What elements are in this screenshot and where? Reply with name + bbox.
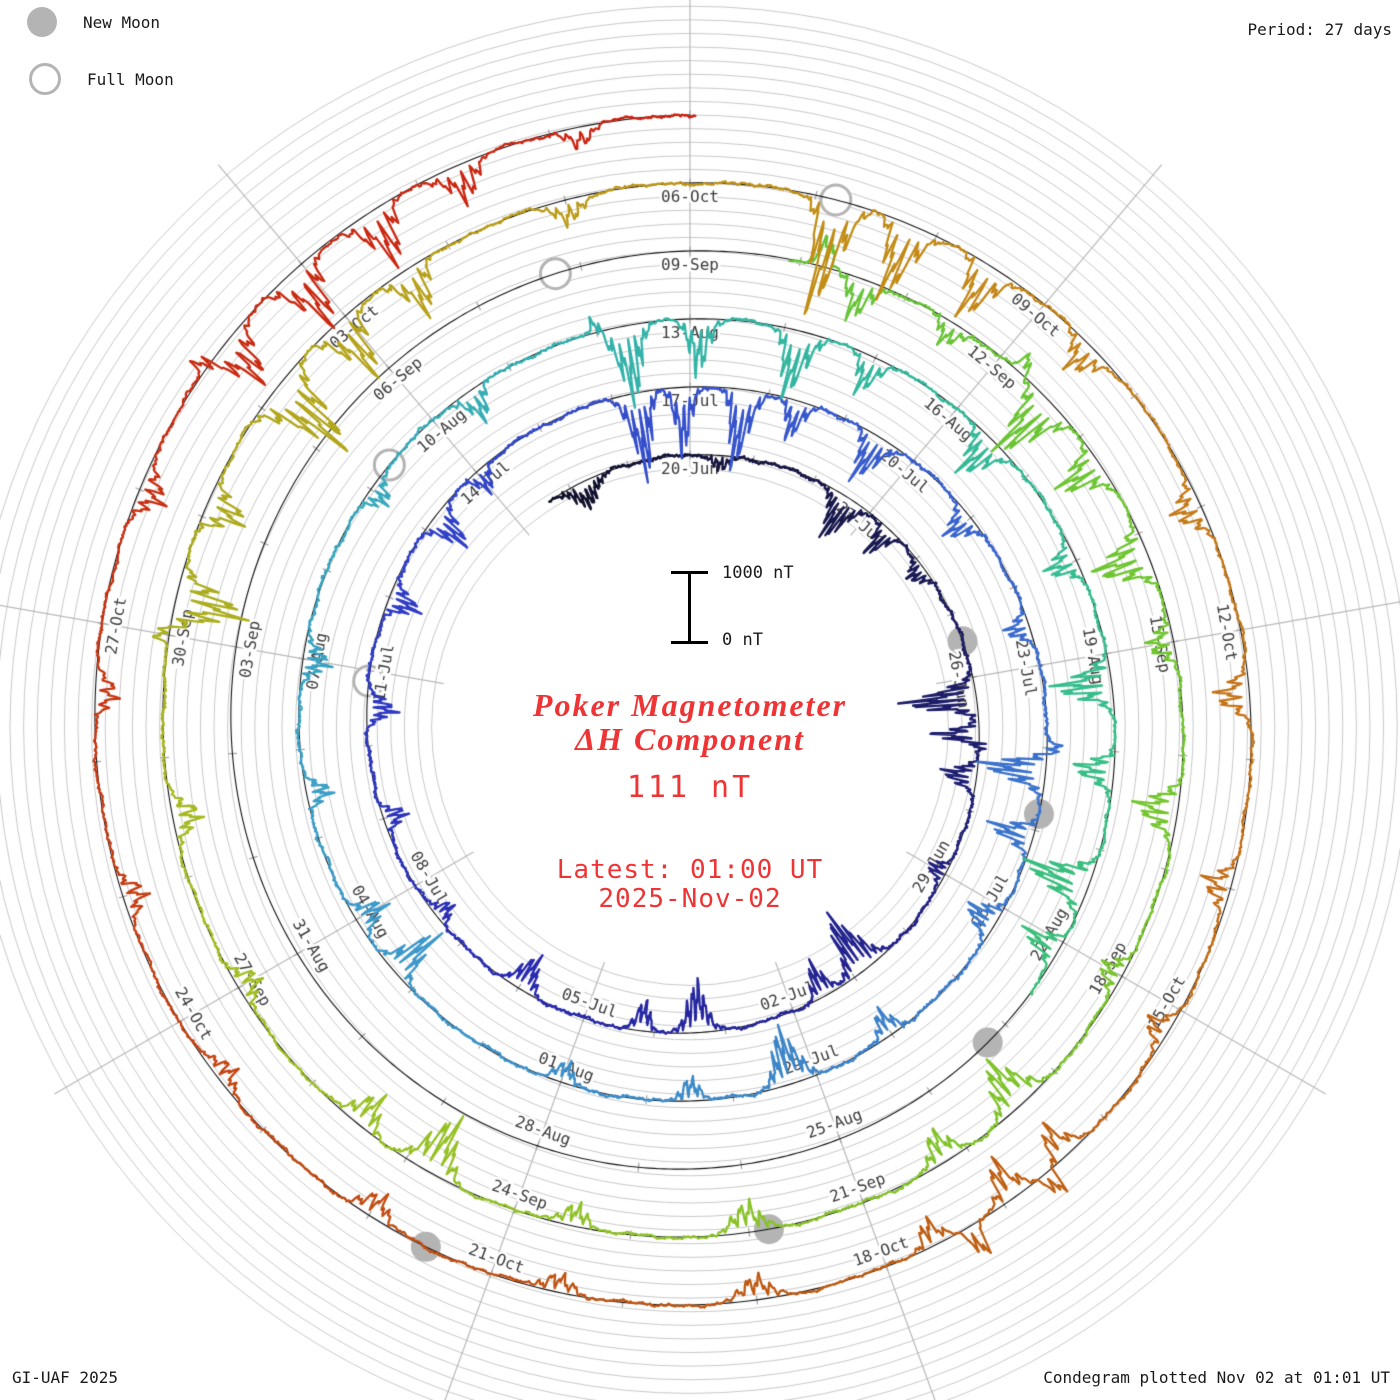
new-moon-label: New Moon bbox=[83, 12, 161, 32]
latest-time-label: Latest: 01:00 UT bbox=[556, 855, 824, 885]
page-title: Poker Magnetometer bbox=[532, 687, 848, 723]
legend-full-moon: Full Moon bbox=[29, 63, 174, 95]
scale-bar-top-cap bbox=[671, 571, 708, 574]
full-moon-label: Full Moon bbox=[87, 69, 174, 89]
scale-bar-top-label: 1000 nT bbox=[722, 563, 794, 583]
new-moon-icon bbox=[27, 7, 57, 37]
period-label: Period: 27 days bbox=[1247, 20, 1393, 39]
latest-date-label: 2025-Nov-02 bbox=[598, 884, 782, 914]
scale-bar-bottom-label: 0 nT bbox=[722, 630, 763, 650]
page-subtitle: ΔH Component bbox=[575, 721, 805, 757]
plotted-timestamp: Condegram plotted Nov 02 at 01:01 UT bbox=[1039, 1366, 1394, 1389]
center-title-block: Poker Magnetometer ΔH Component 111 nT L… bbox=[533, 688, 847, 914]
latest-timestamp: Latest: 01:00 UT 2025-Nov-02 bbox=[533, 856, 847, 914]
legend-new-moon: New Moon bbox=[27, 7, 160, 37]
credit-label: GI-UAF 2025 bbox=[8, 1366, 122, 1389]
scale-bar-bottom-cap bbox=[671, 641, 708, 644]
latest-value: 111 nT bbox=[626, 770, 754, 805]
scale-bar-line bbox=[688, 572, 691, 643]
full-moon-icon bbox=[29, 63, 61, 95]
